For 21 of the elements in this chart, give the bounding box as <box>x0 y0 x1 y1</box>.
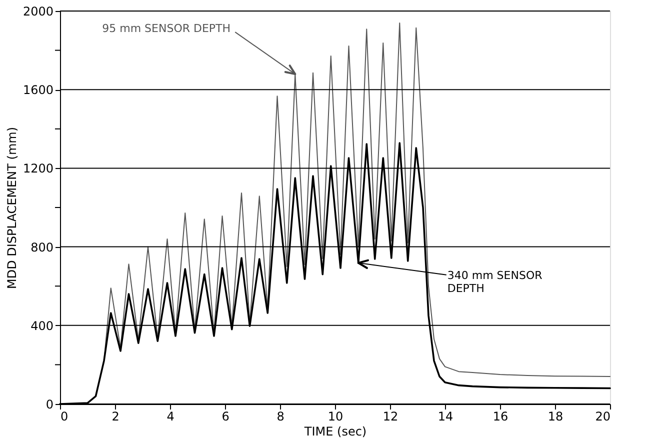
y-axis-title: MDD DISPLACEMENT (mm) <box>4 127 19 289</box>
x-tick-label: 8 <box>276 410 284 424</box>
x-tick-label: 18 <box>548 410 564 424</box>
x-axis-title: TIME (sec) <box>303 424 367 438</box>
text: 95 mm SENSOR DEPTH <box>102 22 231 36</box>
y-tick-label: 1200 <box>22 162 54 176</box>
x-tick-label: 2 <box>112 410 120 424</box>
y-tick-label: 800 <box>30 240 54 254</box>
x-tick-label: 20 <box>595 410 610 424</box>
x-tick-label: 16 <box>492 410 508 424</box>
y-tick-label: 0 <box>46 398 54 412</box>
x-tick-label: 6 <box>222 410 230 424</box>
x-tick-label: 0 <box>60 410 68 424</box>
y-tick-label: 400 <box>30 318 54 333</box>
y-tick-label: 1600 <box>22 83 54 98</box>
x-tick-label: 14 <box>438 410 454 424</box>
x-tick-label: 4 <box>166 410 174 424</box>
y-tick-label: 2000 <box>22 4 54 18</box>
x-tick-label: 10 <box>328 410 344 424</box>
series-label: 340 mm SENSOR DEPTH <box>447 268 543 295</box>
x-tick-label: 12 <box>382 410 398 424</box>
